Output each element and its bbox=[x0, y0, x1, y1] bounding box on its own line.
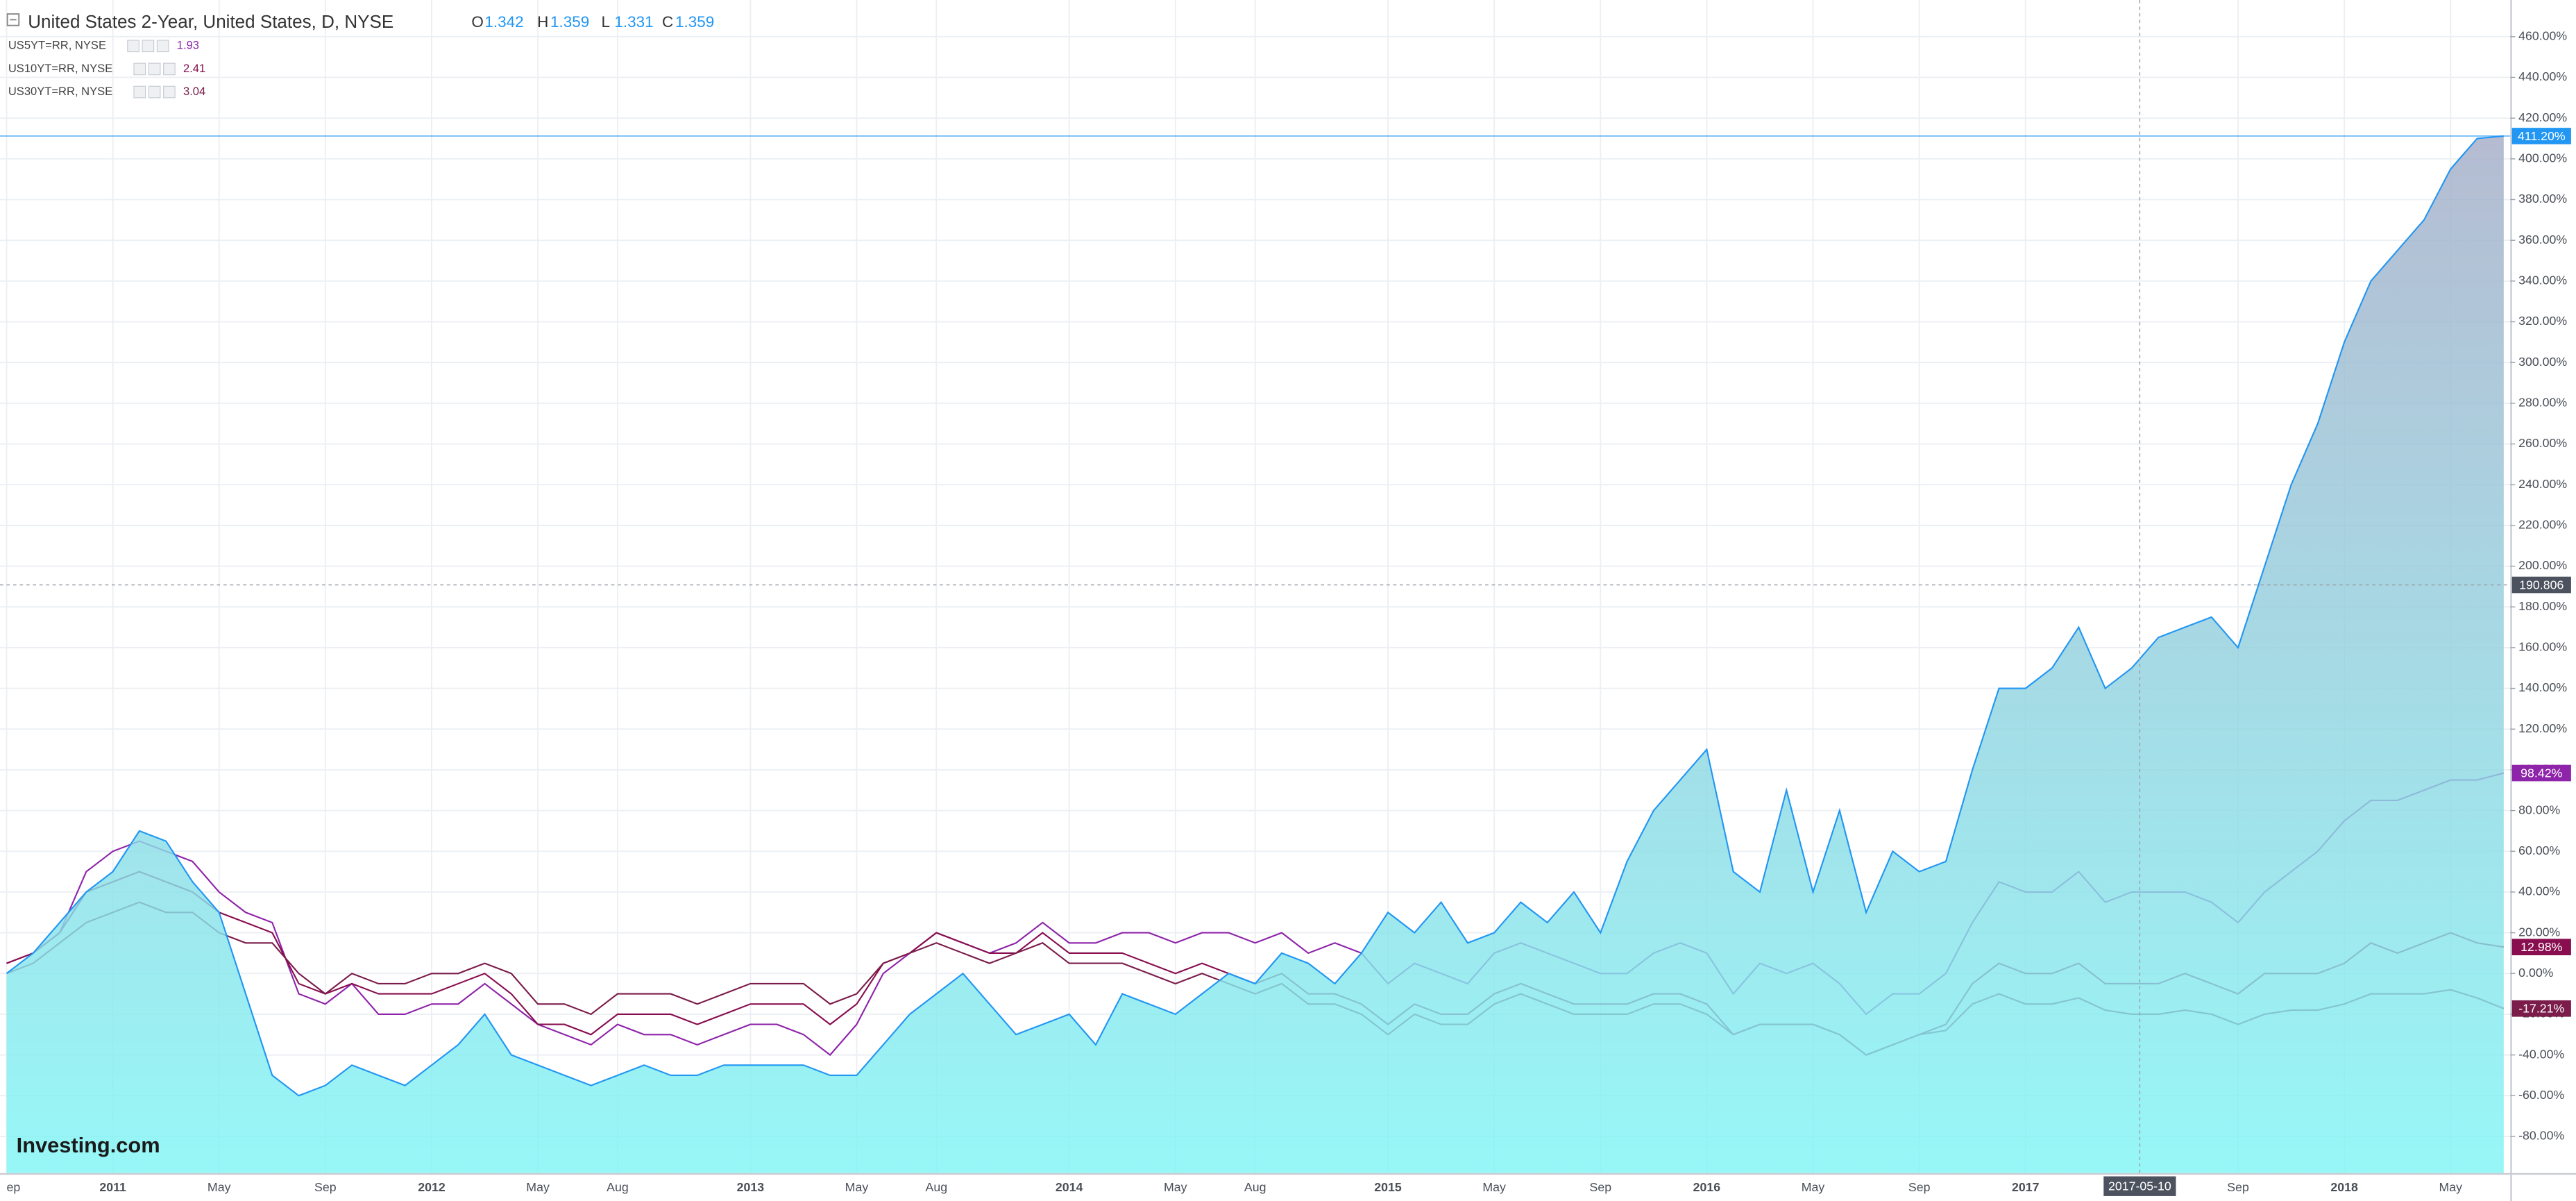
y-tick-label: 300.00% bbox=[2518, 355, 2567, 369]
value-label: 411.20% bbox=[2518, 129, 2566, 143]
legend-value: 3.04 bbox=[183, 85, 205, 98]
x-tick-label: Aug bbox=[607, 1180, 629, 1194]
y-tick-label: 160.00% bbox=[2518, 640, 2567, 654]
value-label: 98.42% bbox=[2520, 766, 2562, 780]
x-tick-label: 2015 bbox=[1374, 1180, 1402, 1194]
y-tick-label: 0.00% bbox=[2518, 966, 2554, 980]
legend-title: United States 2-Year, United States, D, … bbox=[28, 11, 393, 32]
legend-entry: US10YT=RR, NYSE bbox=[8, 62, 112, 75]
x-tick-label: Aug bbox=[925, 1180, 947, 1194]
ohlc-key: H bbox=[537, 13, 548, 31]
ohlc-key: C bbox=[662, 13, 673, 31]
y-tick-label: 240.00% bbox=[2518, 477, 2567, 491]
y-tick-label: 120.00% bbox=[2518, 721, 2567, 735]
ohlc-value: 1.359 bbox=[550, 13, 589, 31]
legend-value: 1.93 bbox=[177, 39, 199, 52]
x-tick-label: May bbox=[526, 1180, 550, 1194]
legend-button[interactable] bbox=[163, 62, 176, 76]
ohlc-value: 1.342 bbox=[484, 13, 523, 31]
y-tick-label: 340.00% bbox=[2518, 274, 2567, 287]
x-tick-label: Sep bbox=[2227, 1180, 2249, 1194]
x-tick-label: 2012 bbox=[418, 1180, 446, 1194]
axes: -80.00%-60.00%-40.00%-20.00%0.00%20.00%4… bbox=[6, 28, 2571, 1196]
crosshair-badge bbox=[2511, 576, 2571, 594]
legend-entry: US5YT=RR, NYSE bbox=[8, 39, 106, 52]
y-tick-label: 420.00% bbox=[2518, 110, 2567, 124]
y-tick-label: 460.00% bbox=[2518, 28, 2567, 42]
legend-entry: US30YT=RR, NYSE bbox=[8, 85, 112, 98]
ohlc-key: L bbox=[601, 13, 610, 31]
legend-button[interactable] bbox=[148, 85, 161, 99]
ohlc-value: 1.359 bbox=[675, 13, 714, 31]
crosshair-x-label: 2017-05-10 bbox=[2108, 1179, 2171, 1193]
x-tick-label: Aug bbox=[1244, 1180, 1266, 1194]
y-tick-label: -40.00% bbox=[2518, 1047, 2564, 1061]
collapse-icon[interactable] bbox=[6, 13, 20, 26]
y-tick-label: 200.00% bbox=[2518, 558, 2567, 572]
ohlc-key: O bbox=[471, 13, 483, 31]
x-tick-label: 2016 bbox=[1693, 1180, 1721, 1194]
y-tick-label: 440.00% bbox=[2518, 69, 2567, 83]
y-tick-label: 280.00% bbox=[2518, 396, 2567, 410]
y-tick-label: 140.00% bbox=[2518, 680, 2567, 694]
x-tick-label: 2017 bbox=[2012, 1180, 2040, 1194]
y-tick-label: 180.00% bbox=[2518, 599, 2567, 613]
y-tick-label: 220.00% bbox=[2518, 518, 2567, 532]
legend-button[interactable] bbox=[133, 62, 146, 76]
legend-button[interactable] bbox=[127, 40, 139, 53]
x-tick-label: May bbox=[1482, 1180, 1506, 1194]
legend: United States 2-Year, United States, D, … bbox=[6, 11, 714, 99]
y-tick-label: 60.00% bbox=[2518, 843, 2560, 857]
area-layer bbox=[6, 135, 2504, 1173]
legend-button[interactable] bbox=[142, 40, 155, 53]
legend-button[interactable] bbox=[133, 85, 146, 99]
x-tick-label: Sep bbox=[1908, 1180, 1931, 1194]
x-tick-label: 2018 bbox=[2330, 1180, 2358, 1194]
y-tick-label: 400.00% bbox=[2518, 151, 2567, 165]
y-tick-label: 260.00% bbox=[2518, 436, 2567, 450]
value-label: 12.98% bbox=[2520, 940, 2562, 954]
legend-button[interactable] bbox=[156, 40, 169, 53]
x-tick-label: Sep bbox=[1590, 1180, 1612, 1194]
value-badge bbox=[2511, 939, 2571, 956]
value-label: -17.21% bbox=[2518, 1002, 2564, 1016]
y-tick-label: -80.00% bbox=[2518, 1129, 2564, 1143]
y-tick-label: -60.00% bbox=[2518, 1088, 2564, 1102]
crosshair-y-label: 190.806 bbox=[2519, 578, 2564, 591]
x-tick-label: 2014 bbox=[1056, 1180, 1083, 1194]
x-tick-label: 2013 bbox=[737, 1180, 765, 1194]
value-badge bbox=[2511, 1000, 2571, 1017]
overlay: Investing.com bbox=[0, 0, 2511, 1173]
x-tick-label: May bbox=[845, 1180, 869, 1194]
legend-value: 2.41 bbox=[183, 62, 205, 75]
logo: Investing.com bbox=[17, 1133, 160, 1157]
y-tick-label: 320.00% bbox=[2518, 314, 2567, 328]
y-tick-label: 360.00% bbox=[2518, 233, 2567, 246]
y-tick-label: 80.00% bbox=[2518, 803, 2560, 816]
x-tick-label: ep bbox=[6, 1180, 20, 1194]
x-tick-label: May bbox=[1802, 1180, 1825, 1194]
y-tick-label: 20.00% bbox=[2518, 925, 2560, 939]
x-tick-label: May bbox=[1164, 1180, 1187, 1194]
area-line bbox=[6, 135, 2504, 1097]
ohlc-value: 1.331 bbox=[614, 13, 653, 31]
value-badge bbox=[2511, 764, 2571, 782]
x-tick-label: May bbox=[207, 1180, 231, 1194]
x-tick-label: Sep bbox=[314, 1180, 337, 1194]
legend-button[interactable] bbox=[148, 62, 161, 76]
area bbox=[6, 135, 2504, 1173]
y-tick-label: 380.00% bbox=[2518, 192, 2567, 205]
legend-button[interactable] bbox=[163, 85, 176, 99]
y-tick-label: 40.00% bbox=[2518, 884, 2560, 898]
crosshair-badge bbox=[2103, 1176, 2176, 1196]
x-tick-label: 2011 bbox=[99, 1180, 126, 1194]
x-tick-label: May bbox=[2439, 1180, 2462, 1194]
value-badge bbox=[2511, 128, 2571, 144]
